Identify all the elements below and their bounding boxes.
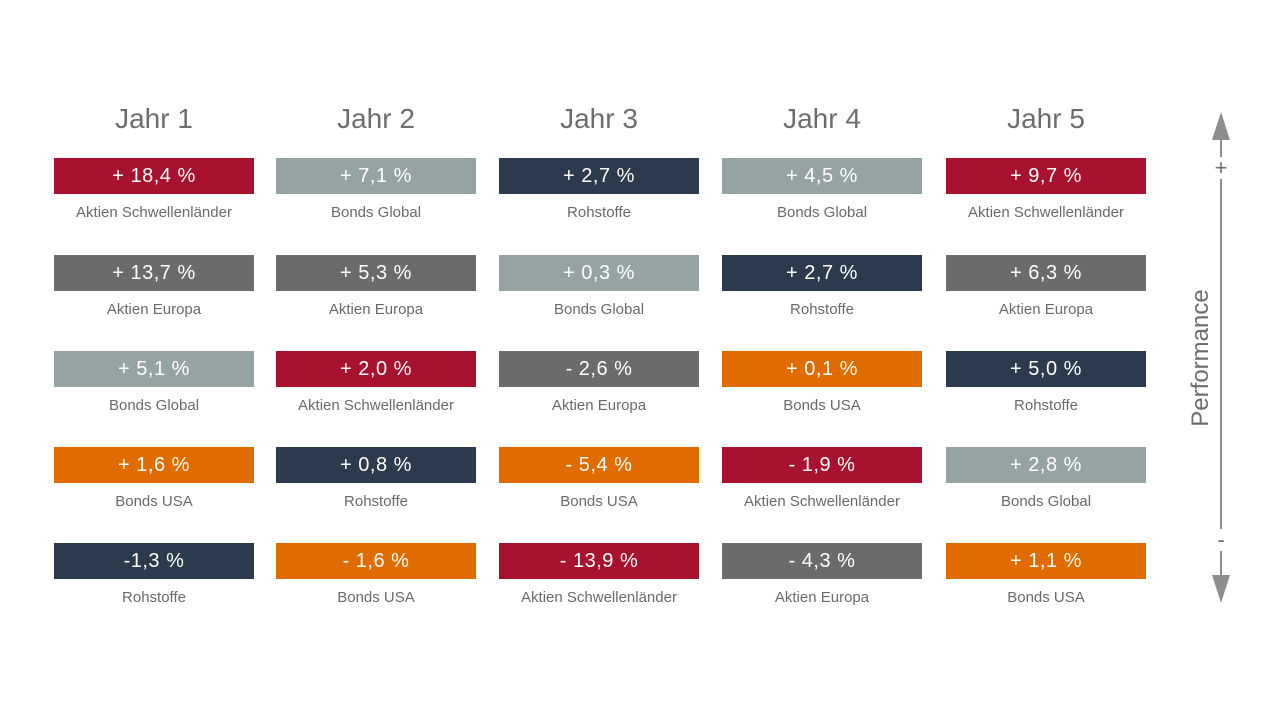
asset-class-label: Bonds USA xyxy=(783,397,861,414)
performance-cell: -1,3 % xyxy=(54,543,254,579)
asset-class-label: Rohstoffe xyxy=(790,301,854,318)
column-header-year-3: Jahr 3 xyxy=(560,103,638,134)
column-header-year-5: Jahr 5 xyxy=(1007,103,1085,134)
performance-cell: + 2,0 % xyxy=(276,351,476,387)
performance-cell: + 2,7 % xyxy=(499,158,699,194)
performance-cell: + 5,0 % xyxy=(946,351,1146,387)
performance-cell: + 6,3 % xyxy=(946,255,1146,291)
asset-class-label: Aktien Schwellenländer xyxy=(521,589,677,606)
performance-cell: + 1,6 % xyxy=(54,447,254,483)
performance-cell: + 1,1 % xyxy=(946,543,1146,579)
asset-class-label: Bonds Global xyxy=(108,397,200,414)
performance-cell: + 9,7 % xyxy=(946,158,1146,194)
performance-axis-line xyxy=(1220,135,1222,580)
performance-cell: + 0,8 % xyxy=(276,447,476,483)
performance-cell: + 13,7 % xyxy=(54,255,254,291)
asset-class-label: Bonds USA xyxy=(1007,589,1085,606)
performance-cell: - 5,4 % xyxy=(499,447,699,483)
performance-cell: + 2,7 % xyxy=(722,255,922,291)
asset-class-label: Aktien Europa xyxy=(998,301,1094,318)
asset-class-label: Rohstoffe xyxy=(1014,397,1078,414)
column-header-year-2: Jahr 2 xyxy=(337,103,415,134)
axis-title: Performance xyxy=(1187,289,1214,427)
asset-class-label: Bonds USA xyxy=(337,589,415,606)
asset-class-label: Aktien Schwellenländer xyxy=(76,204,232,221)
asset-class-label: Aktien Schwellenländer xyxy=(744,493,900,510)
asset-class-label: Rohstoffe xyxy=(122,589,186,606)
column-header-year-4: Jahr 4 xyxy=(783,103,861,134)
performance-cell: + 0,3 % xyxy=(499,255,699,291)
asset-class-label: Aktien Schwellenländer xyxy=(968,204,1124,221)
asset-class-label: Rohstoffe xyxy=(567,204,631,221)
axis-minus-label: - xyxy=(1206,529,1236,551)
asset-class-label: Aktien Europa xyxy=(774,589,870,606)
performance-cell: - 13,9 % xyxy=(499,543,699,579)
asset-class-label: Bonds Global xyxy=(330,204,422,221)
performance-cell: - 1,6 % xyxy=(276,543,476,579)
axis-plus-label: + xyxy=(1206,157,1236,179)
column-header-year-1: Jahr 1 xyxy=(115,103,193,134)
asset-class-label: Bonds Global xyxy=(1000,493,1092,510)
performance-cell: + 5,1 % xyxy=(54,351,254,387)
performance-cell: - 2,6 % xyxy=(499,351,699,387)
asset-class-label: Aktien Europa xyxy=(551,397,647,414)
arrow-up-icon xyxy=(1212,112,1230,140)
performance-cell: + 7,1 % xyxy=(276,158,476,194)
asset-class-label: Aktien Europa xyxy=(328,301,424,318)
asset-class-label: Aktien Schwellenländer xyxy=(298,397,454,414)
asset-class-label: Bonds USA xyxy=(560,493,638,510)
asset-class-label: Bonds Global xyxy=(553,301,645,318)
performance-cell: + 5,3 % xyxy=(276,255,476,291)
asset-class-label: Rohstoffe xyxy=(344,493,408,510)
asset-class-label: Bonds USA xyxy=(115,493,193,510)
performance-cell: + 18,4 % xyxy=(54,158,254,194)
performance-cell: + 4,5 % xyxy=(722,158,922,194)
arrow-down-icon xyxy=(1212,575,1230,603)
performance-cell: - 1,9 % xyxy=(722,447,922,483)
performance-cell: + 2,8 % xyxy=(946,447,1146,483)
asset-class-label: Bonds Global xyxy=(776,204,868,221)
asset-class-label: Aktien Europa xyxy=(106,301,202,318)
performance-cell: + 0,1 % xyxy=(722,351,922,387)
performance-cell: - 4,3 % xyxy=(722,543,922,579)
